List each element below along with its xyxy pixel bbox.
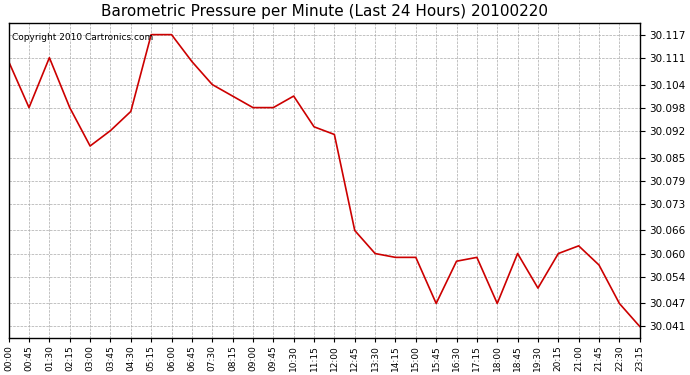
- Title: Barometric Pressure per Minute (Last 24 Hours) 20100220: Barometric Pressure per Minute (Last 24 …: [101, 4, 548, 19]
- Text: Copyright 2010 Cartronics.com: Copyright 2010 Cartronics.com: [12, 33, 153, 42]
